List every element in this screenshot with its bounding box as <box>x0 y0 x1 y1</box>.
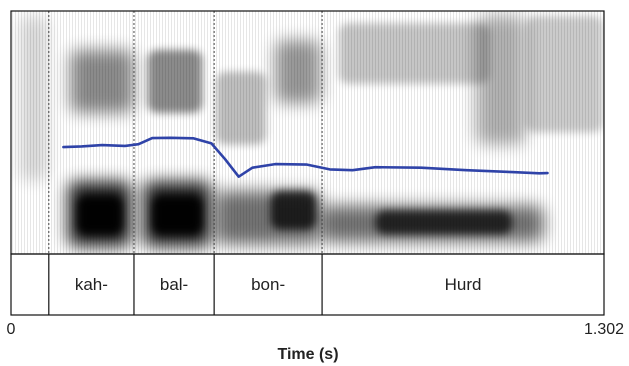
interval-label: kah- <box>75 275 108 294</box>
pitch-track <box>62 136 549 178</box>
x-axis-title: Time (s) <box>277 346 338 363</box>
spectrogram <box>11 11 604 254</box>
x-min-label: 0 <box>7 321 16 338</box>
interval-label: bon- <box>251 275 285 294</box>
tier-frame <box>10 253 605 316</box>
interval-label: Hurd <box>445 275 482 294</box>
spectral-striation <box>11 11 604 254</box>
x-max-label: 1.302 <box>584 321 624 338</box>
interval-label: bal- <box>160 275 188 294</box>
tier-dividers <box>48 254 323 315</box>
tier-labels: kah-bal-bon- Hurd <box>75 275 482 294</box>
annotation-tier: kah-bal-bon- Hurd <box>10 253 605 316</box>
spectrogram-boundaries <box>48 11 323 254</box>
